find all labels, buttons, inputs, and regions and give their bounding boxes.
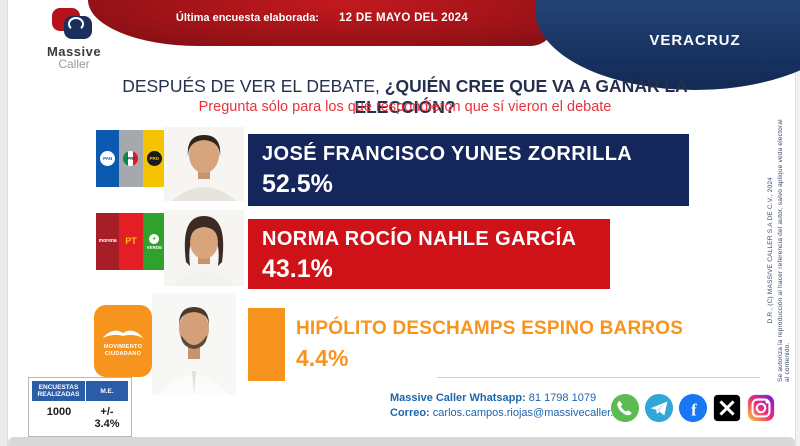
result-bar-deschamps <box>248 308 285 381</box>
whatsapp-number[interactable]: 81 1798 1079 <box>528 392 597 404</box>
stats-header-surveys: ENCUESTAS REALIZADAS <box>32 381 86 401</box>
email-line[interactable]: Correo: carlos.campos.riojas@massivecall… <box>390 406 634 421</box>
stats-value-me: +/- 3.4% <box>94 406 120 430</box>
candidate-photo-nahle <box>164 210 244 286</box>
social-icons: f <box>610 393 776 423</box>
page-title: DESPUÉS DE VER EL DEBATE, ¿QUIÉN CREE QU… <box>70 76 740 118</box>
facebook-icon[interactable]: f <box>678 393 708 423</box>
result-bar-yunes: JOSÉ FRANCISCO YUNES ZORRILLA 52.5% <box>248 134 689 206</box>
coalition-logos-morena-pt-verde: morena PT ✦ VERDE <box>96 213 166 270</box>
email-label: Correo: <box>390 407 430 419</box>
verde-logo: ✦ VERDE <box>142 213 166 270</box>
region-name: VERACRUZ <box>649 32 741 49</box>
banner-date: 12 DE MAYO DEL 2024 <box>338 12 469 24</box>
whatsapp-line[interactable]: Massive Caller Whatsapp: 81 1798 1079 <box>390 391 634 406</box>
result-label-deschamps: HIPÓLITO DESCHAMPS ESPINO BARROS 4.4% <box>296 318 683 372</box>
pan-logo: PAN <box>96 130 120 187</box>
svg-text:f: f <box>691 401 697 420</box>
candidate-photo-yunes <box>164 127 244 201</box>
telegram-icon[interactable] <box>644 393 674 423</box>
coalition-logos-pan-pri-prd: PAN PRI PRD <box>96 130 166 187</box>
candidate-name: HIPÓLITO DESCHAMPS ESPINO BARROS <box>296 318 684 339</box>
stats-header-me: M.E. <box>100 387 114 395</box>
mc-label: MOVIMIENTO CIUDADANO <box>103 344 143 357</box>
candidate-name: NORMA ROCÍO NAHLE GARCÍA <box>262 228 577 250</box>
candidate-percentage: 43.1% <box>262 255 333 283</box>
pri-chip: PRI <box>123 151 139 166</box>
verde-label: VERDE <box>146 244 163 250</box>
whatsapp-label: Massive Caller Whatsapp: <box>390 392 526 404</box>
email-address[interactable]: carlos.campos.riojas@massivecaller.com <box>432 407 635 419</box>
banner-label: Última encuesta elaborada: <box>175 12 319 24</box>
whatsapp-icon[interactable] <box>610 393 640 423</box>
pt-label: PT <box>125 236 137 246</box>
x-icon[interactable] <box>712 393 742 423</box>
pri-logo: PRI <box>119 130 143 187</box>
morena-label: morena <box>98 238 117 244</box>
instagram-icon[interactable] <box>746 393 776 423</box>
bottom-edge-strip <box>8 437 795 446</box>
candidate-photo-deschamps <box>152 293 236 395</box>
prd-chip: PRD <box>146 151 162 166</box>
legal-copyright: D.R., (C) MASSIVE CALLER S.A DE C.V., 20… <box>767 176 774 324</box>
logo-bubbles-icon <box>52 8 96 42</box>
candidate-name: JOSÉ FRANCISCO YUNES ZORRILLA <box>262 143 633 165</box>
movimiento-ciudadano-logo: MOVIMIENTO CIUDADANO <box>94 305 152 377</box>
contact-block: Massive Caller Whatsapp: 81 1798 1079 Co… <box>390 391 634 421</box>
morena-logo: morena <box>96 213 120 270</box>
stats-value-surveys: 1000 <box>46 406 72 418</box>
right-edge-strip <box>795 0 800 446</box>
massive-caller-logo: Massive Caller <box>28 8 120 70</box>
title-question: ¿QUIÉN CREE QUE VA A GANAR LA ELECCIÓN? <box>354 76 688 117</box>
mc-eagle-icon <box>102 330 144 339</box>
logo-text-line2: Caller <box>58 57 90 71</box>
legal-disclaimer: Se autoriza la reproducción al hacer ref… <box>777 119 791 382</box>
last-survey-banner: Última encuesta elaborada: 12 DE MAYO DE… <box>88 0 556 46</box>
prd-logo: PRD <box>142 130 166 187</box>
pt-logo: PT <box>119 213 143 270</box>
page-subtitle: Pregunta sólo para los que respondieron … <box>198 99 612 115</box>
footer-divider <box>437 377 760 378</box>
candidate-percentage: 4.4% <box>296 345 349 371</box>
logo-text-line1: Massive <box>46 44 102 59</box>
result-bar-nahle: NORMA ROCÍO NAHLE GARCÍA 43.1% <box>248 219 611 289</box>
pan-chip: PAN <box>100 151 116 166</box>
title-prefix: DESPUÉS DE VER EL DEBATE, <box>122 76 385 96</box>
sample-stats-table: ENCUESTAS REALIZADAS M.E. 1000 +/- 3.4% <box>28 377 132 437</box>
candidate-percentage: 52.5% <box>262 170 333 198</box>
left-edge-strip <box>0 0 8 446</box>
